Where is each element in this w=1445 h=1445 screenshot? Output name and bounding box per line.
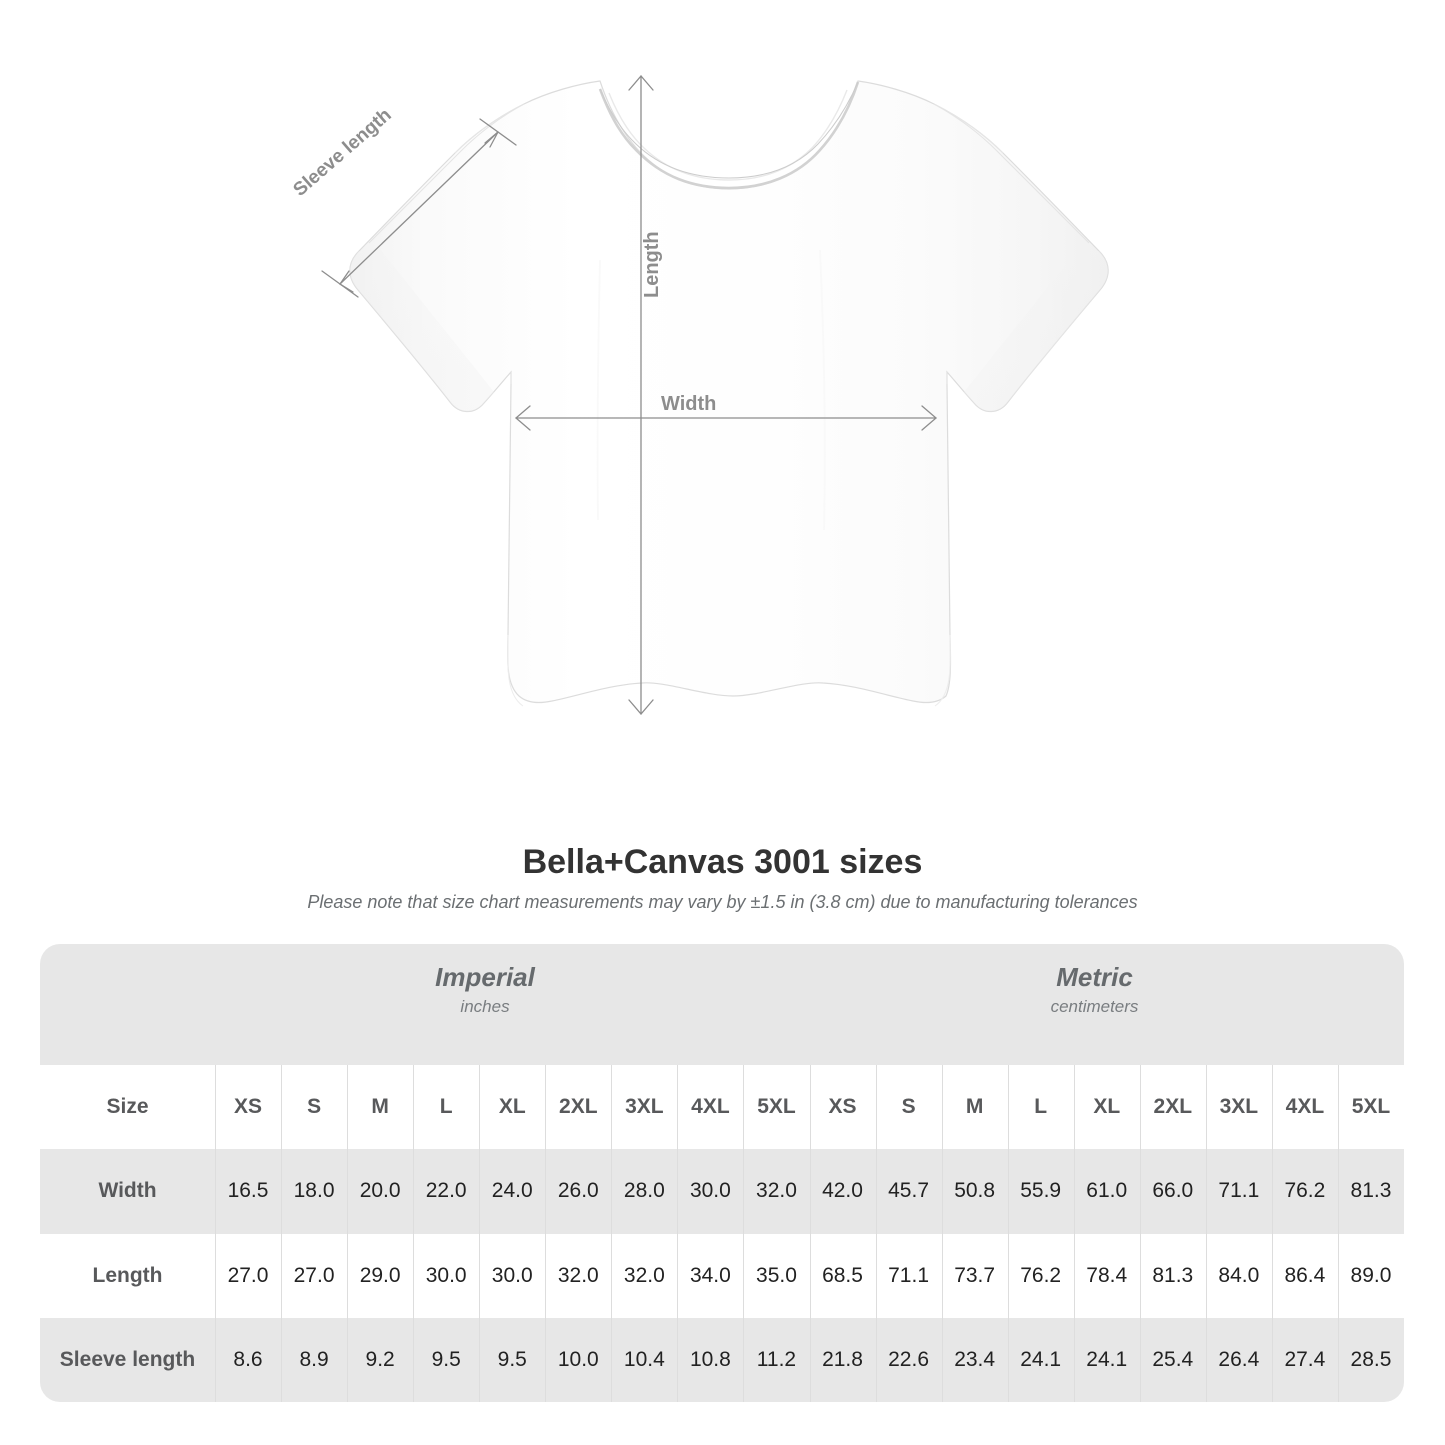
svg-text:Sleeve length: Sleeve length <box>290 105 396 201</box>
svg-text:Length: Length <box>641 231 663 298</box>
svg-text:Width: Width <box>661 393 716 415</box>
